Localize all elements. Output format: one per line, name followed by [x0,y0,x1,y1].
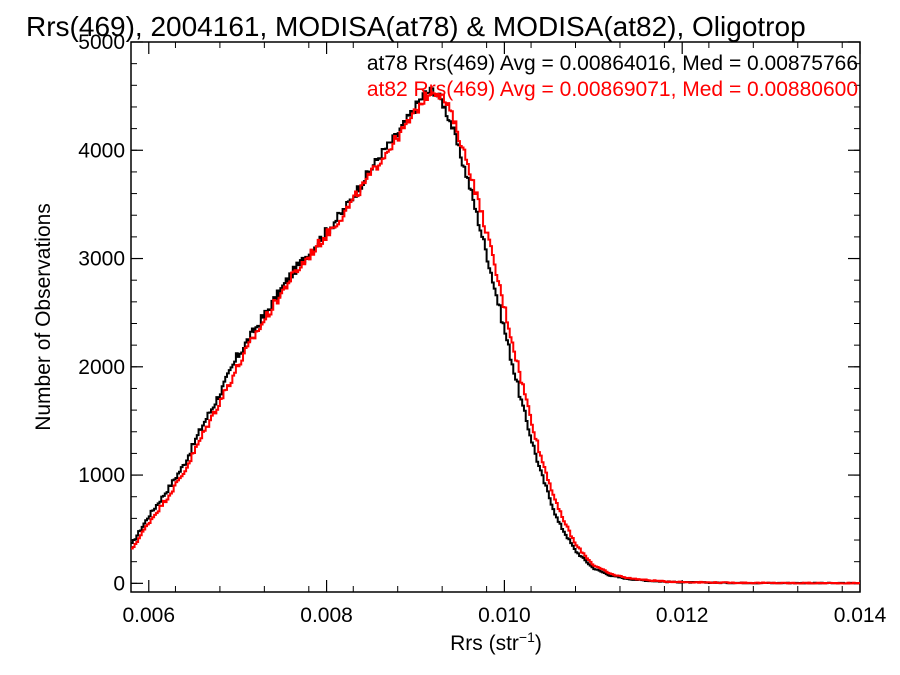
y-tick-label: 5000 [78,31,125,54]
axis-ticks [130,41,861,592]
y-tick-label: 3000 [78,248,125,271]
y-tick-label: 2000 [78,356,125,379]
x-axis-title: Rrs (str−1) [450,629,542,655]
x-tick-label: 0.008 [300,604,353,627]
y-tick-label: 1000 [78,464,125,487]
legend-entry-at82: at82 Rrs(469) Avg = 0.00869071, Med = 0.… [367,78,858,101]
x-axis-title-close: ) [535,632,542,655]
x-axis-title-main: Rrs (str [450,632,519,655]
y-axis-title: Number of Observations [32,203,55,431]
plot-area-frame [130,41,861,593]
legend-entry-at78: at78 Rrs(469) Avg = 0.00864016, Med = 0.… [367,52,858,75]
series-lines [131,86,860,585]
chart-title: Rrs(469), 2004161, MODISA(at78) & MODISA… [26,11,806,42]
x-tick-label: 0.012 [656,604,709,627]
x-tick-label: 0.014 [834,604,887,627]
series-line-at78 [131,86,860,585]
y-tick-label: 4000 [78,139,125,162]
tick-labels: 0.006 0.008 0.010 0.012 0.014 0 1000 2000 3000 40… [78,31,886,627]
y-tick-label: 0 [113,572,125,595]
x-tick-label: 0.010 [478,604,531,627]
x-tick-label: 0.006 [122,604,175,627]
x-axis-title-superscript: −1 [519,629,535,645]
series-line-at82 [131,91,860,585]
